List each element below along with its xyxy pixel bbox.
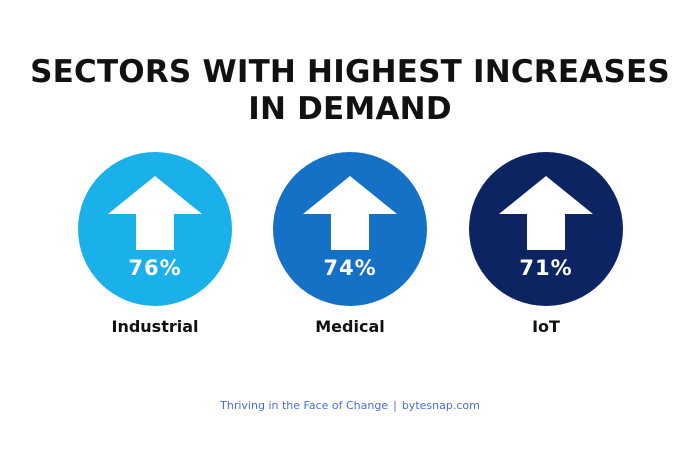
- title-line-1: SECTORS WITH HIGHEST INCREASES: [30, 54, 670, 90]
- iot-circle: 71%: [469, 152, 623, 306]
- medical-percentage: 74%: [323, 256, 377, 280]
- footer-text: Thriving in the Face of Change: [220, 399, 389, 412]
- footer-site-link[interactable]: bytesnap.com: [401, 399, 480, 412]
- up-arrow-icon: [303, 176, 397, 250]
- iot-percentage: 71%: [519, 256, 573, 280]
- page-title: SECTORS WITH HIGHEST INCREASES IN DEMAND: [0, 54, 700, 128]
- up-arrow-icon: [499, 176, 593, 250]
- industrial-percentage: 76%: [128, 256, 182, 280]
- medical-circle: 74%: [273, 152, 427, 306]
- title-line-2: IN DEMAND: [248, 91, 452, 127]
- industrial-circle: 76%: [78, 152, 232, 306]
- industrial-label: Industrial: [111, 317, 199, 336]
- up-arrow-icon: [108, 176, 202, 250]
- footer-separator: |: [393, 399, 397, 412]
- iot-label: IoT: [532, 317, 560, 336]
- medical-label: Medical: [315, 317, 385, 336]
- footer: Thriving in the Face of Change | bytesnap.…: [0, 399, 700, 412]
